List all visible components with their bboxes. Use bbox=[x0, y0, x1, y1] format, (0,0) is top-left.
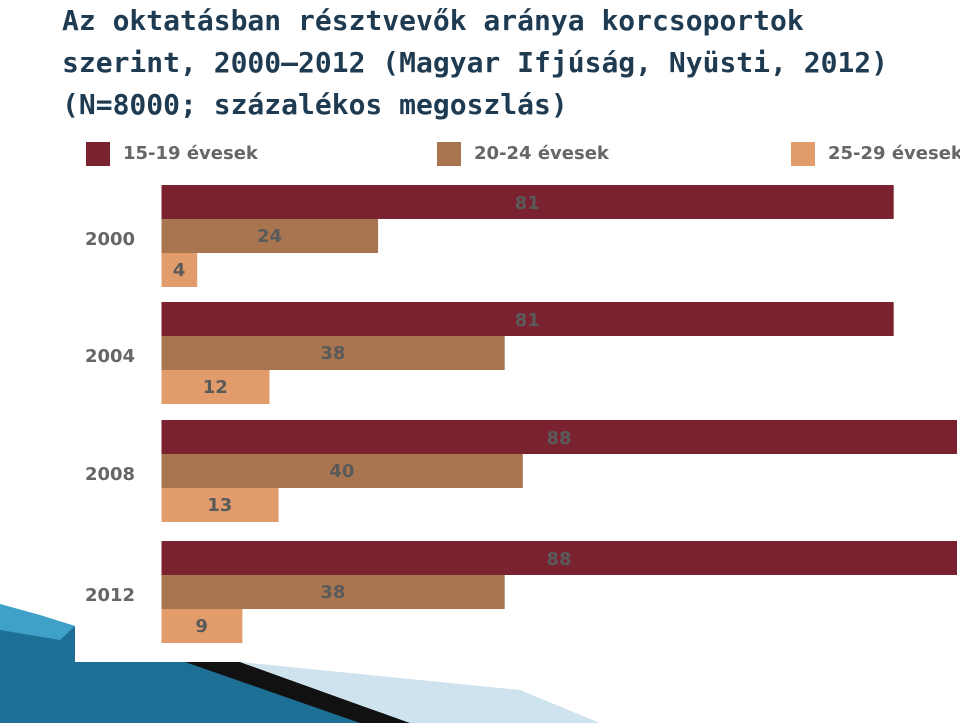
value-label-2008-series-2: 13 bbox=[207, 495, 232, 516]
bar-2008-series-2 bbox=[161, 488, 279, 522]
year-label-2004: 2004 bbox=[85, 346, 135, 367]
chart-title: Az oktatásban résztvevők aránya korcsopo… bbox=[62, 4, 889, 121]
bar-2004-series-2 bbox=[161, 370, 270, 404]
legend-label-15-19: 15-19 évesek bbox=[123, 143, 258, 164]
bar-2004-series-1 bbox=[161, 336, 505, 370]
value-label-2012-series-2: 9 bbox=[195, 616, 208, 637]
bar-2000-series-2 bbox=[161, 253, 198, 287]
legend-swatch-15-19 bbox=[86, 142, 110, 166]
bar-2012-series-0 bbox=[161, 541, 957, 575]
value-label-2008-series-0: 88 bbox=[546, 428, 571, 449]
bar-2008-series-1 bbox=[161, 454, 523, 488]
bar-2000-series-1 bbox=[161, 219, 379, 253]
decor-wave-light bbox=[0, 604, 75, 640]
value-label-2012-series-0: 88 bbox=[546, 549, 571, 570]
value-label-2004-series-2: 12 bbox=[203, 377, 228, 398]
decor-wave-blue bbox=[0, 604, 425, 723]
year-label-2000: 2000 bbox=[85, 229, 135, 250]
year-label-2008: 2008 bbox=[85, 464, 135, 485]
value-label-2000-series-1: 24 bbox=[257, 226, 282, 247]
legend-label-20-24: 20-24 évesek bbox=[474, 143, 609, 164]
bar-2008-series-0 bbox=[161, 420, 957, 454]
bar-2012-series-1 bbox=[161, 575, 505, 609]
value-label-2004-series-0: 81 bbox=[515, 310, 540, 331]
value-label-2004-series-1: 38 bbox=[320, 343, 345, 364]
legend-label-25-29: 25-29 évesek bbox=[828, 143, 960, 164]
year-label-2012: 2012 bbox=[85, 585, 135, 606]
decor-wave-pale bbox=[240, 662, 600, 723]
value-label-2000-series-2: 4 bbox=[173, 260, 186, 281]
legend-swatch-25-29 bbox=[791, 142, 815, 166]
value-label-2012-series-1: 38 bbox=[320, 582, 345, 603]
value-label-2000-series-0: 81 bbox=[515, 193, 540, 214]
bar-2000-series-0 bbox=[161, 185, 894, 219]
bar-2004-series-0 bbox=[161, 302, 894, 336]
bar-2012-series-2 bbox=[161, 609, 243, 643]
legend-swatch-20-24 bbox=[437, 142, 461, 166]
decor-wave-black bbox=[185, 662, 410, 723]
value-label-2008-series-1: 40 bbox=[329, 461, 354, 482]
